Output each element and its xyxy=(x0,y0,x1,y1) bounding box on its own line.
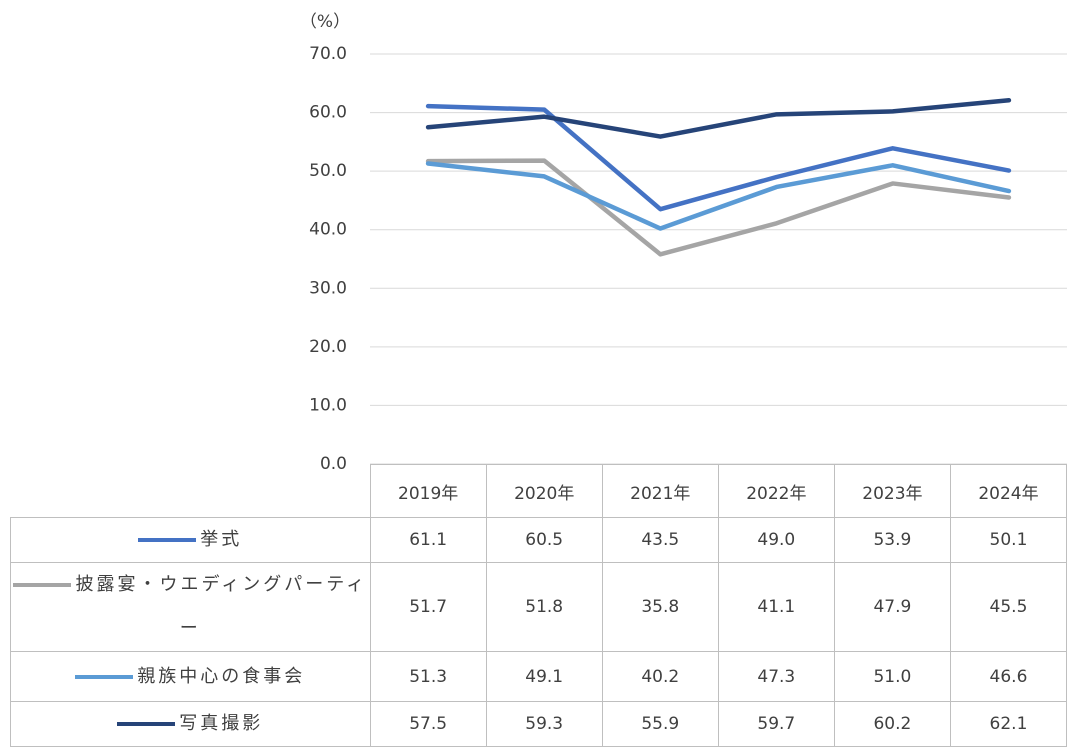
y-tick-label: 10.0 xyxy=(309,395,347,415)
value-cell: 57.5 xyxy=(369,701,487,747)
legend-label: 写真撮影 xyxy=(179,713,264,734)
legend-label: 挙式 xyxy=(200,529,243,550)
value-cell: 47.3 xyxy=(717,651,835,702)
legend-cell: 親族中心の食事会 xyxy=(10,651,371,702)
series-line xyxy=(425,161,1012,231)
value-cell: 47.9 xyxy=(833,562,951,652)
value-cell: 45.5 xyxy=(949,562,1067,652)
value-cell: 43.5 xyxy=(601,517,719,563)
y-tick-label: 40.0 xyxy=(309,220,347,240)
series-line xyxy=(425,98,1012,139)
y-tick-label: 0.0 xyxy=(320,454,347,474)
value-cell: 51.0 xyxy=(833,651,951,702)
legend-swatch xyxy=(75,674,134,679)
value-cell: 61.1 xyxy=(369,517,487,563)
header-row: 2019年 2020年 2021年 2022年 2023年 2024年 xyxy=(11,464,1067,518)
y-tick-label: 30.0 xyxy=(309,278,347,298)
series-line xyxy=(425,158,1012,257)
legend-swatch xyxy=(117,722,176,726)
value-cell: 60.2 xyxy=(833,701,951,747)
value-cell: 50.1 xyxy=(949,517,1067,563)
legend-cell: 写真撮影 xyxy=(10,701,371,747)
value-cell: 51.7 xyxy=(369,562,487,652)
value-cell: 59.7 xyxy=(717,701,835,747)
data-row: 挙式 61.1 60.5 43.5 49.0 53.9 50.1 xyxy=(10,517,1067,563)
data-row: 写真撮影 57.5 59.3 55.9 59.7 60.2 62.1 xyxy=(10,701,1067,747)
x-tick-label: 2021年 xyxy=(601,464,719,518)
legend-cell: 披露宴・ウエディングパーティー xyxy=(10,562,371,652)
value-cell: 53.9 xyxy=(833,517,951,563)
x-tick-label: 2023年 xyxy=(833,464,951,518)
legend-label: 親族中心の食事会 xyxy=(137,665,306,687)
legend-swatch xyxy=(138,538,197,542)
legend-cell: 挙式 xyxy=(10,517,371,563)
value-cell: 40.2 xyxy=(601,651,719,702)
y-tick-label: 70.0 xyxy=(309,44,347,64)
blank-cell xyxy=(11,465,371,518)
x-tick-label: 2020年 xyxy=(485,464,603,518)
value-cell: 59.3 xyxy=(485,701,603,747)
series-line xyxy=(425,103,1012,212)
value-cell: 51.3 xyxy=(369,651,487,702)
value-cell: 51.8 xyxy=(485,562,603,652)
value-cell: 60.5 xyxy=(485,517,603,563)
y-tick-label: 60.0 xyxy=(309,103,347,123)
data-row: 親族中心の食事会 51.3 49.1 40.2 47.3 51.0 46.6 xyxy=(10,651,1067,702)
x-tick-label: 2019年 xyxy=(369,464,487,518)
data-table: 2019年 2020年 2021年 2022年 2023年 2024年挙式 61.1 60.5… xyxy=(10,464,1067,747)
x-tick-label: 2024年 xyxy=(949,464,1067,518)
y-axis-label: （%） xyxy=(300,12,350,32)
legend-label: 披露宴・ウエディングパーティー xyxy=(75,574,368,639)
value-cell: 41.1 xyxy=(717,562,835,652)
y-tick-label: 50.0 xyxy=(309,161,347,181)
value-cell: 62.1 xyxy=(949,701,1067,747)
value-cell: 49.1 xyxy=(485,651,603,702)
legend-swatch xyxy=(13,583,72,587)
data-row: 披露宴・ウエディングパーティー 51.7 51.8 35.8 41.1 47.9 45.5 xyxy=(10,562,1067,652)
value-cell: 46.6 xyxy=(949,651,1067,702)
value-cell: 35.8 xyxy=(601,562,719,652)
x-tick-label: 2022年 xyxy=(717,464,835,518)
y-tick-label: 20.0 xyxy=(309,337,347,357)
value-cell: 55.9 xyxy=(601,701,719,747)
value-cell: 49.0 xyxy=(717,517,835,563)
